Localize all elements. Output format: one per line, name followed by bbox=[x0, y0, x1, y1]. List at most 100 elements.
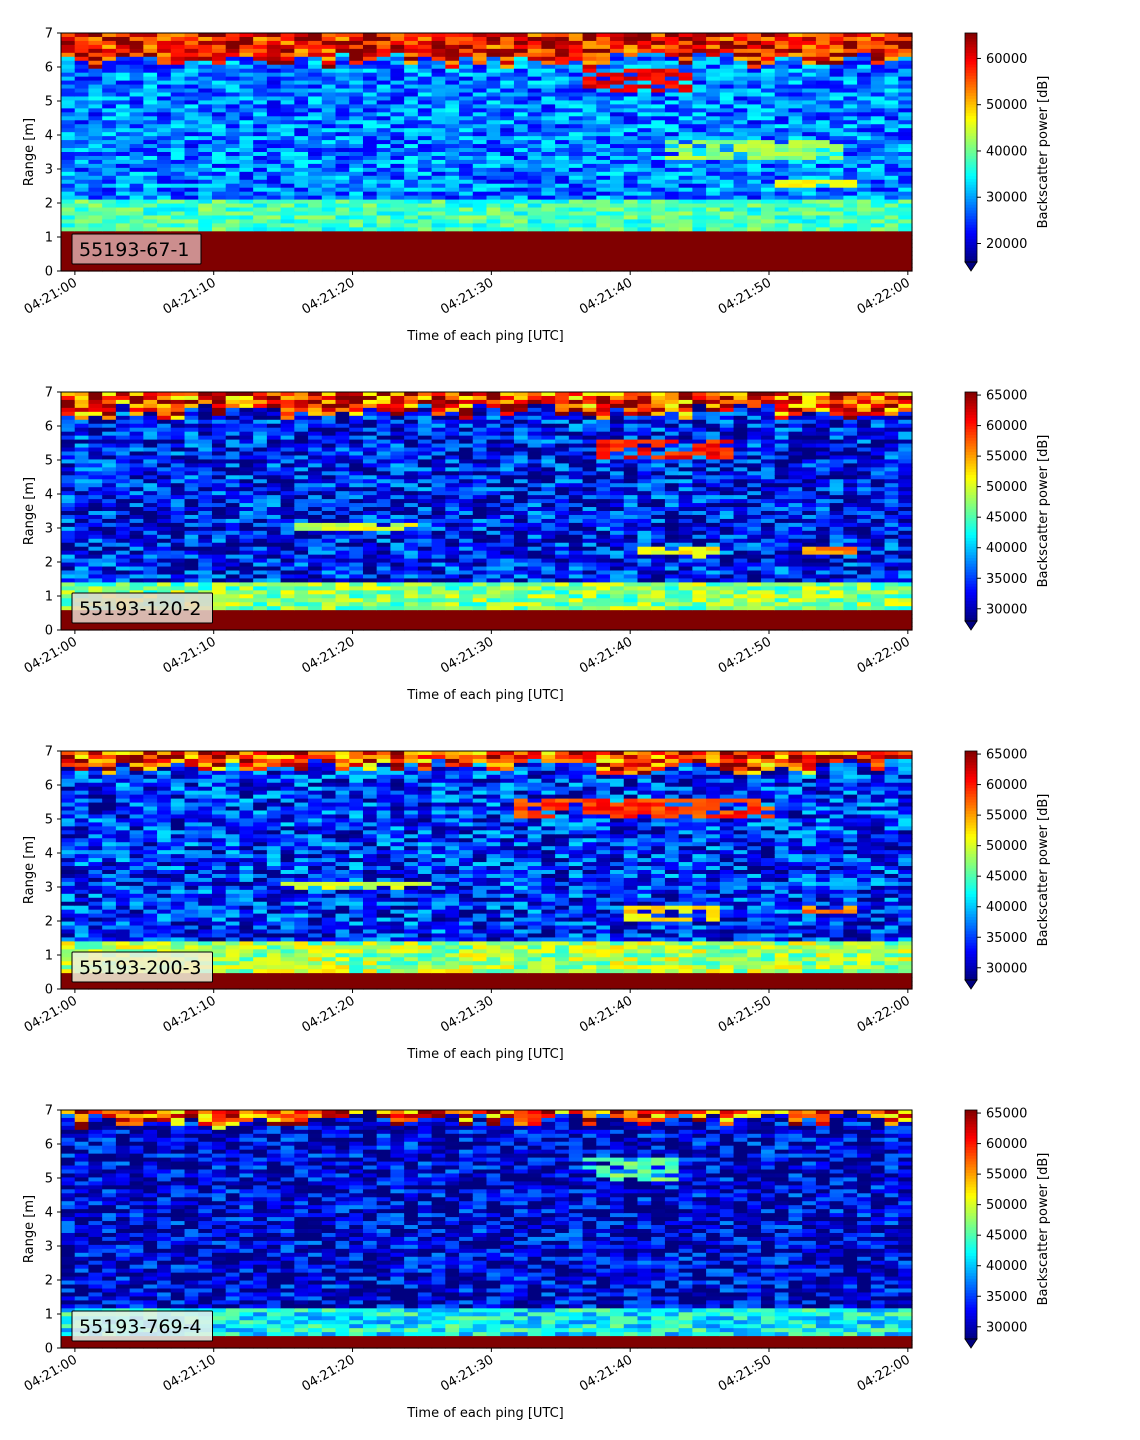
heatmap-cell bbox=[583, 65, 597, 70]
heatmap-cell bbox=[308, 148, 322, 153]
heatmap-cell bbox=[130, 223, 144, 228]
heatmap-cell bbox=[130, 551, 144, 556]
heatmap-cell bbox=[239, 559, 253, 564]
heatmap-cell bbox=[802, 208, 816, 213]
heatmap-cell bbox=[706, 108, 720, 113]
heatmap-cell bbox=[418, 93, 432, 98]
heatmap-cell bbox=[734, 104, 748, 109]
heatmap-cell bbox=[116, 491, 130, 496]
heatmap-cell bbox=[583, 116, 597, 121]
heatmap-cell bbox=[253, 475, 267, 480]
heatmap-cell bbox=[761, 212, 775, 217]
heatmap-cell bbox=[116, 467, 130, 472]
heatmap-cell bbox=[871, 235, 885, 240]
heatmap-cell bbox=[349, 120, 363, 125]
heatmap-cell bbox=[198, 444, 212, 449]
heatmap-cell bbox=[473, 100, 487, 105]
heatmap-cell bbox=[294, 132, 308, 137]
heatmap-cell bbox=[500, 89, 514, 94]
heatmap-cell bbox=[720, 208, 734, 213]
heatmap-cell bbox=[157, 192, 171, 197]
heatmap-cell bbox=[555, 77, 569, 82]
heatmap-cell bbox=[747, 81, 761, 86]
heatmap-cell bbox=[500, 128, 514, 133]
heatmap-cell bbox=[734, 184, 748, 189]
heatmap-cell bbox=[212, 467, 226, 472]
heatmap-cell bbox=[459, 104, 473, 109]
heatmap-cell bbox=[88, 196, 102, 201]
heatmap-cell bbox=[637, 33, 651, 38]
heatmap-cell bbox=[88, 535, 102, 540]
heatmap-cell bbox=[583, 100, 597, 105]
heatmap-cell bbox=[706, 200, 720, 205]
heatmap-cell bbox=[665, 140, 679, 145]
heatmap-cell bbox=[253, 255, 267, 260]
heatmap-cell bbox=[88, 507, 102, 512]
heatmap-cell bbox=[788, 120, 802, 125]
heatmap-cell bbox=[130, 567, 144, 572]
heatmap-cell bbox=[157, 188, 171, 193]
heatmap-cell bbox=[212, 96, 226, 101]
heatmap-cell bbox=[143, 85, 157, 90]
heatmap-cell bbox=[500, 61, 514, 66]
heatmap-cell bbox=[102, 463, 116, 468]
heatmap-cell bbox=[75, 499, 89, 504]
heatmap-cell bbox=[514, 132, 528, 137]
heatmap-cell bbox=[308, 140, 322, 145]
heatmap-cell bbox=[363, 255, 377, 260]
heatmap-cell bbox=[185, 104, 199, 109]
heatmap-cell bbox=[885, 215, 899, 220]
heatmap-cell bbox=[583, 108, 597, 113]
heatmap-cell bbox=[720, 96, 734, 101]
heatmap-cell bbox=[843, 132, 857, 137]
heatmap-cell bbox=[226, 539, 240, 544]
heatmap-cell bbox=[569, 212, 583, 217]
heatmap-cell bbox=[75, 89, 89, 94]
heatmap-cell bbox=[679, 196, 693, 201]
heatmap-cell bbox=[761, 247, 775, 252]
heatmap-cell bbox=[267, 100, 281, 105]
heatmap-cell bbox=[226, 448, 240, 453]
heatmap-cell bbox=[253, 428, 267, 433]
heatmap-cell bbox=[390, 168, 404, 173]
heatmap-cell bbox=[692, 176, 706, 181]
heatmap-cell bbox=[322, 128, 336, 133]
heatmap-cell bbox=[130, 49, 144, 54]
heatmap-cell bbox=[281, 227, 295, 232]
heatmap-cell bbox=[130, 144, 144, 149]
heatmap-cell bbox=[157, 140, 171, 145]
heatmap-cell bbox=[871, 148, 885, 153]
heatmap-cell bbox=[898, 176, 912, 181]
heatmap-cell bbox=[679, 120, 693, 125]
heatmap-cell bbox=[734, 85, 748, 90]
heatmap-cell bbox=[857, 108, 871, 113]
heatmap-cell bbox=[775, 200, 789, 205]
heatmap-cell bbox=[267, 448, 281, 453]
heatmap-cell bbox=[61, 412, 75, 417]
heatmap-cell bbox=[843, 144, 857, 149]
heatmap-cell bbox=[734, 172, 748, 177]
heatmap-cell bbox=[445, 235, 459, 240]
heatmap-cell bbox=[157, 45, 171, 50]
heatmap-cell bbox=[130, 571, 144, 576]
heatmap-cell bbox=[651, 85, 665, 90]
heatmap-cell bbox=[185, 503, 199, 508]
heatmap-cell bbox=[432, 168, 446, 173]
heatmap-cell bbox=[706, 120, 720, 125]
heatmap-cell bbox=[459, 61, 473, 66]
heatmap-cell bbox=[788, 81, 802, 86]
heatmap-cell bbox=[418, 89, 432, 94]
heatmap-cell bbox=[734, 37, 748, 42]
heatmap-cell bbox=[226, 400, 240, 405]
heatmap-cell bbox=[541, 156, 555, 161]
heatmap-cell bbox=[610, 184, 624, 189]
heatmap-cell bbox=[116, 184, 130, 189]
heatmap-cell bbox=[541, 140, 555, 145]
heatmap-cell bbox=[651, 41, 665, 46]
heatmap-cell bbox=[802, 263, 816, 268]
heatmap-cell bbox=[308, 57, 322, 62]
heatmap-cell bbox=[102, 192, 116, 197]
heatmap-cell bbox=[665, 89, 679, 94]
heatmap-cell bbox=[624, 204, 638, 209]
